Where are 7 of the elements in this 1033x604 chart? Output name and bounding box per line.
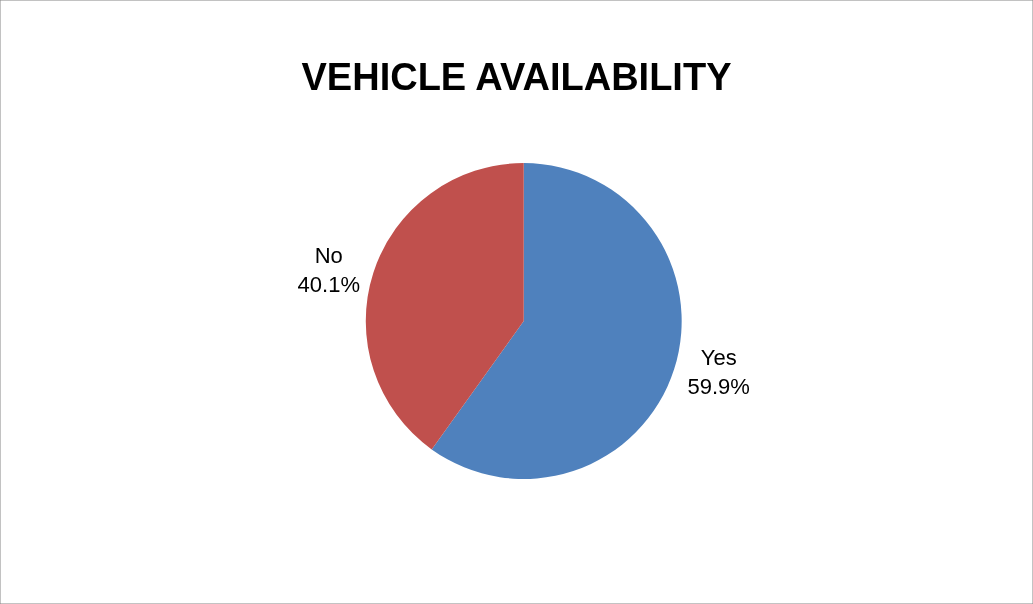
chart-title: VEHICLE AVAILABILITY [301,56,732,99]
pie-slice [366,163,524,450]
slice-label: Yes [700,345,737,371]
data-label: 59.9% [687,373,750,399]
slice-label: No [314,243,343,269]
pie-slice [431,163,682,479]
data-label: 40.1% [297,271,360,297]
